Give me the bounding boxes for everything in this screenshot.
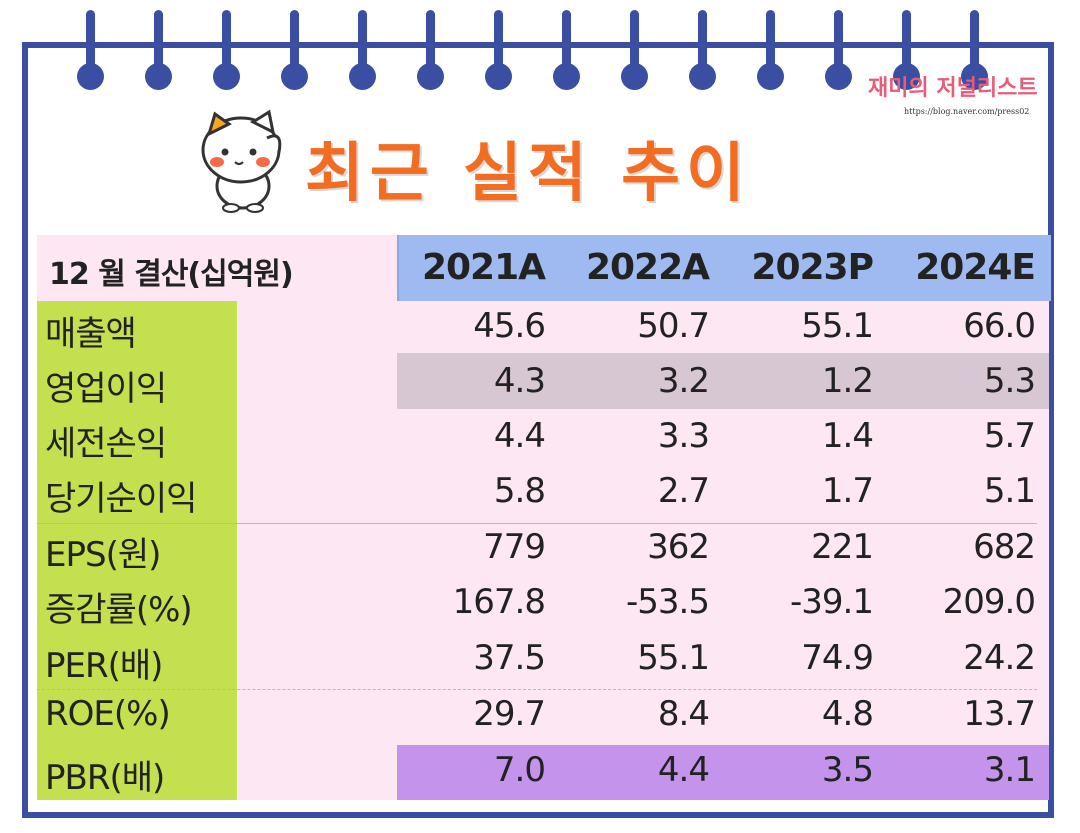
table-cell: 2.7 <box>657 471 710 511</box>
year-header: 2022A <box>585 247 710 288</box>
table-cell: 7.0 <box>493 750 546 790</box>
table-cell: 5.1 <box>983 471 1036 511</box>
table-row: 매출액 45.6 50.7 55.1 66.0 <box>37 301 1049 356</box>
binder-ring <box>553 10 580 90</box>
table-cell: 167.8 <box>452 582 546 622</box>
binder-ring <box>689 10 716 90</box>
header-label-cell: 12 월 결산(십억원) <box>37 235 397 301</box>
table-cell: 779 <box>483 527 546 567</box>
operating-profit-highlight <box>397 353 1049 409</box>
table-row: 세전손익 4.4 3.3 1.4 5.7 <box>37 411 1049 466</box>
table-cell: 682 <box>973 527 1036 567</box>
year-header: 2024E <box>915 247 1036 288</box>
row-label: EPS(원) <box>45 535 161 575</box>
table-cell: 3.5 <box>821 750 874 790</box>
header-years-cell <box>397 235 1051 301</box>
table-row: PER(배) 37.5 55.1 74.9 24.2 <box>37 633 1049 688</box>
table-row: 증감률(%) 167.8 -53.5 -39.1 209.0 <box>37 577 1049 632</box>
page-title: 최근 실적 추이 <box>305 137 751 211</box>
table-row: ROE(%) 29.7 8.4 4.8 13.7 <box>37 689 1049 744</box>
header-label: 12 월 결산(십억원) <box>49 257 294 292</box>
table-cell: 5.3 <box>983 361 1036 401</box>
row-label: 증감률(%) <box>45 590 193 630</box>
binder-ring <box>213 10 240 90</box>
row-label: PER(배) <box>45 646 163 686</box>
binder-ring <box>961 10 988 90</box>
table-row: PBR(배) 7.0 4.4 3.5 3.1 <box>37 745 1049 800</box>
table-cell: 55.1 <box>637 638 710 678</box>
table-cell: 362 <box>647 527 710 567</box>
table-cell: 13.7 <box>963 694 1036 734</box>
binder-ring <box>893 10 920 90</box>
binder-ring <box>417 10 444 90</box>
blog-logo: 재미의 저널리스트 <box>868 76 1038 101</box>
pbr-highlight <box>397 745 1049 800</box>
table-cell: 4.4 <box>493 416 546 456</box>
table-cell: 5.7 <box>983 416 1036 456</box>
cat-mascot-icon <box>201 109 282 213</box>
table-cell: 4.4 <box>657 750 710 790</box>
table-cell: 74.9 <box>801 638 874 678</box>
table-cell: 29.7 <box>473 694 546 734</box>
table-cell: 1.7 <box>821 471 874 511</box>
table-cell: 24.2 <box>963 638 1036 678</box>
binder-ring <box>485 10 512 90</box>
table-cell: 1.2 <box>821 361 874 401</box>
table-cell: 37.5 <box>473 638 546 678</box>
row-label: 영업이익 <box>45 369 167 409</box>
binder-ring <box>757 10 784 90</box>
row-label: ROE(%) <box>45 694 171 734</box>
row-label: 당기순이익 <box>45 479 197 519</box>
table-cell: -53.5 <box>626 582 710 622</box>
table-cell: 55.1 <box>801 306 874 346</box>
table-cell: 4.8 <box>821 694 874 734</box>
table-cell: 8.4 <box>657 694 710 734</box>
row-label: PBR(배) <box>45 758 165 798</box>
table-cell: 45.6 <box>473 306 546 346</box>
table-cell: 1.4 <box>821 416 874 456</box>
binder-ring <box>77 10 104 90</box>
table-cell: 66.0 <box>963 306 1036 346</box>
table-cell: 221 <box>811 527 874 567</box>
binder-ring <box>145 10 172 90</box>
table-cell: 50.7 <box>637 306 710 346</box>
year-header: 2023P <box>751 247 874 288</box>
table-cell: 3.1 <box>983 750 1036 790</box>
table-cell: -39.1 <box>790 582 874 622</box>
blog-url: https://blog.naver.com/press02 <box>904 107 1030 116</box>
table-row: 영업이익 4.3 3.2 1.2 5.3 <box>37 356 1049 411</box>
table-cell: 3.2 <box>657 361 710 401</box>
binder-ring <box>349 10 376 90</box>
table-cell: 3.3 <box>657 416 710 456</box>
table-cell: 5.8 <box>493 471 546 511</box>
binder-ring <box>825 10 852 90</box>
row-label: 매출액 <box>45 314 137 354</box>
row-label: 세전손익 <box>45 424 167 464</box>
table-row: 당기순이익 5.8 2.7 1.7 5.1 <box>37 466 1049 521</box>
section-divider <box>37 523 1037 524</box>
table-cell: 209.0 <box>942 582 1036 622</box>
table-cell: 4.3 <box>493 361 546 401</box>
year-header: 2021A <box>421 247 546 288</box>
section-divider-dashed <box>37 689 1037 690</box>
table-row: EPS(원) 779 362 221 682 <box>37 522 1049 577</box>
binder-ring <box>621 10 648 90</box>
binder-ring <box>281 10 308 90</box>
earnings-table: 12 월 결산(십억원) 2021A 2022A 2023P 2024E 매출액 45.… <box>37 235 1051 800</box>
label-column <box>37 301 237 800</box>
